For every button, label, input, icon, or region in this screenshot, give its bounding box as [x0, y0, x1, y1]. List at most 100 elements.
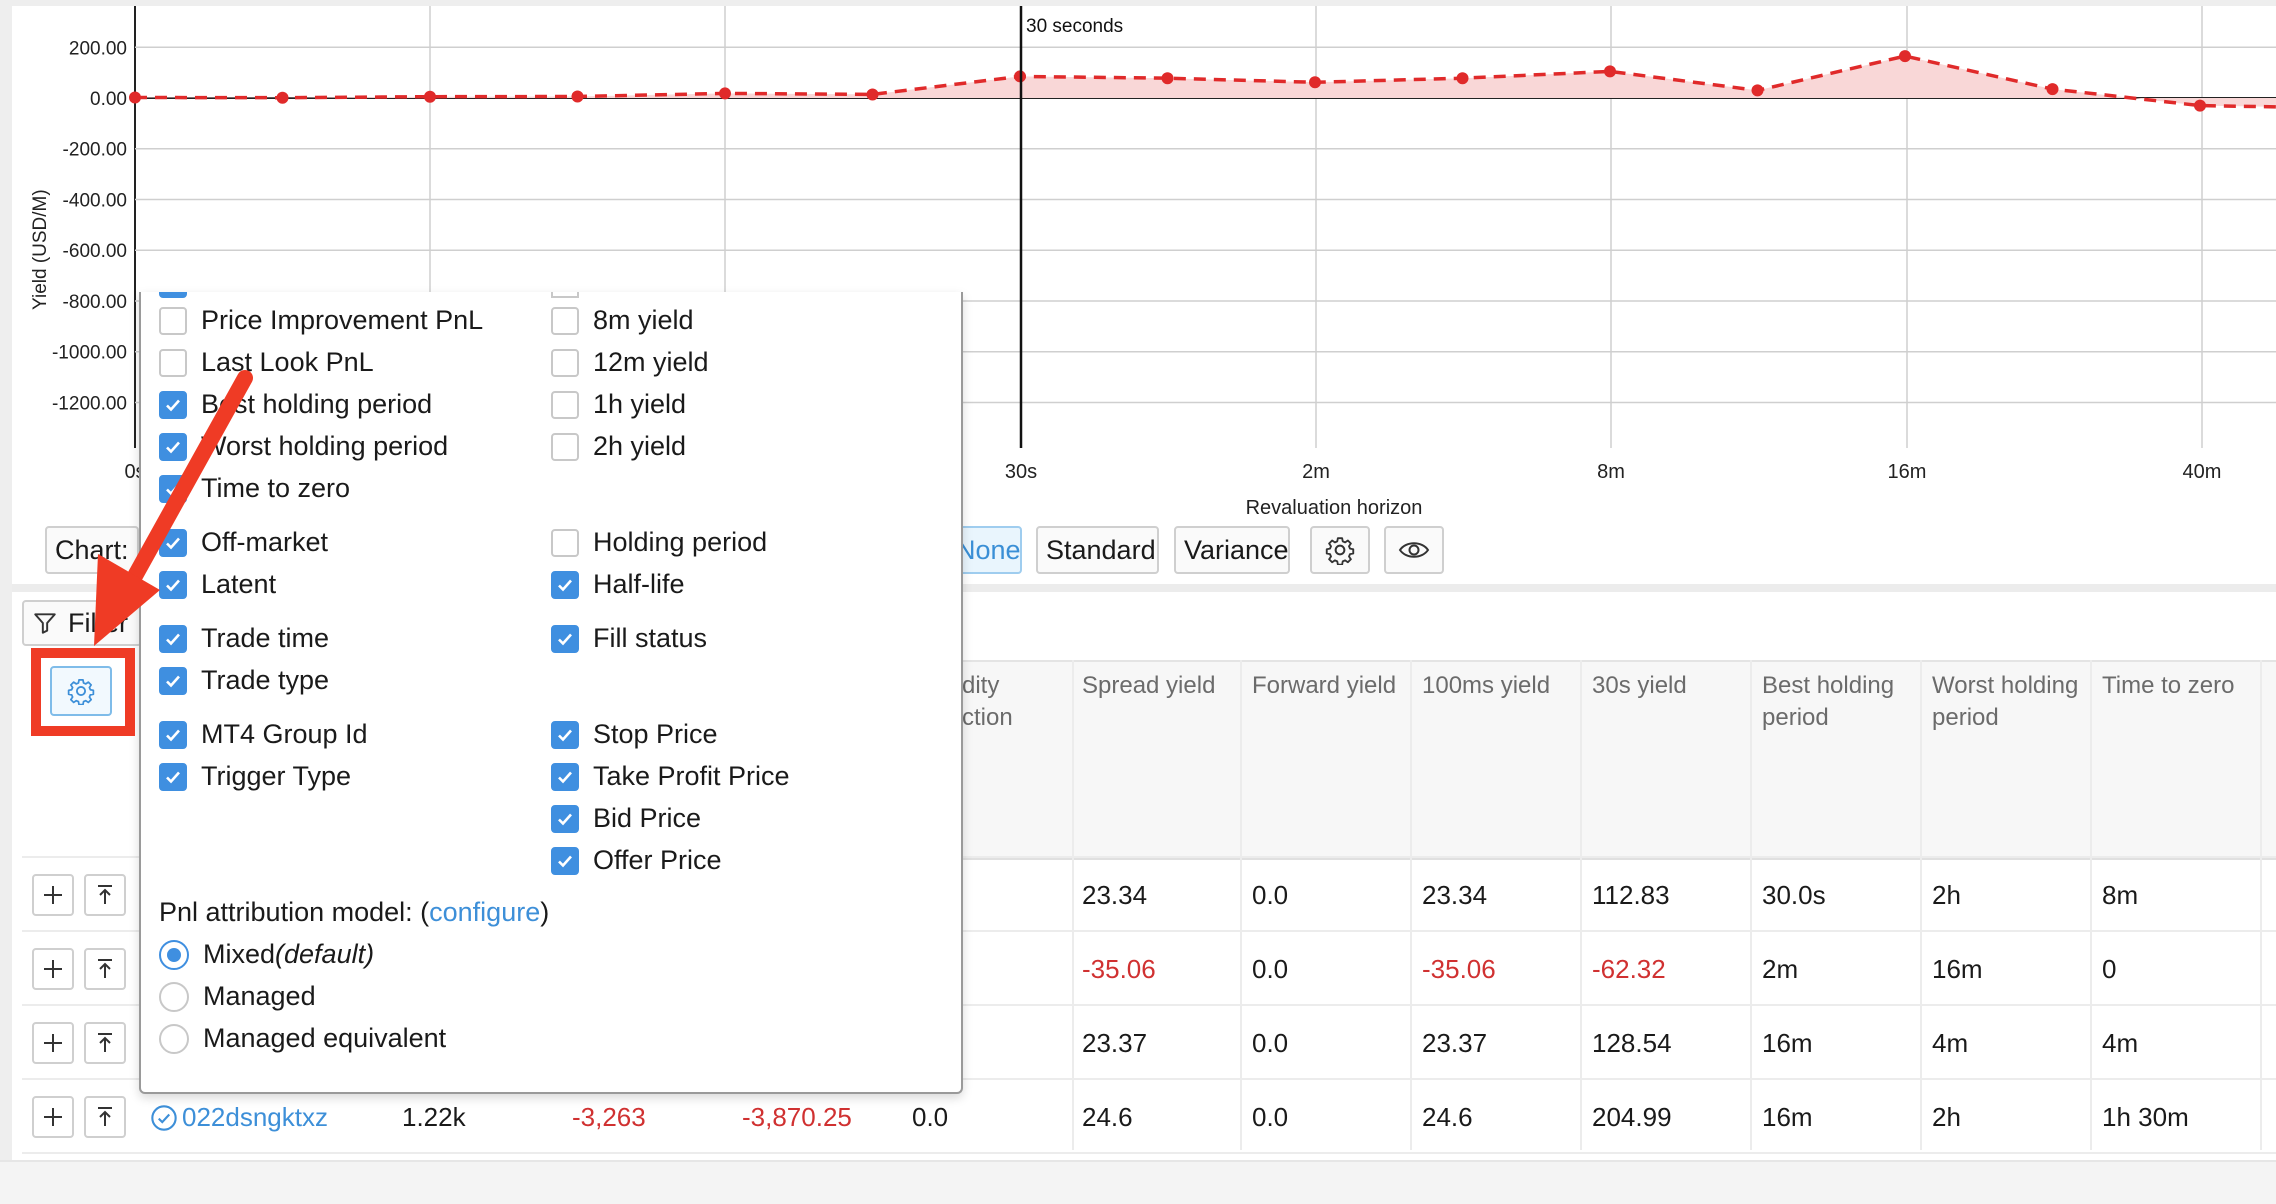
chart-settings-button[interactable]: [1310, 526, 1370, 574]
checkbox[interactable]: [159, 666, 187, 695]
option-last-look-pnl[interactable]: Last Look PnL: [159, 347, 374, 378]
expand-row-button[interactable]: [32, 874, 74, 916]
radio-mixed[interactable]: Mixed (default): [159, 939, 374, 970]
expand-row-button[interactable]: [32, 1022, 74, 1064]
option-half-life[interactable]: Half-life: [551, 569, 685, 600]
series-area: [135, 56, 2276, 107]
option-label: 12m yield: [593, 347, 709, 377]
none-label: None: [956, 534, 1021, 565]
pin-top-button[interactable]: [84, 948, 126, 990]
column-header-100ms-yield[interactable]: 100ms yield: [1422, 672, 1551, 699]
checkbox[interactable]: [159, 570, 187, 599]
option-price-improvement-pnl[interactable]: Price Improvement PnL: [159, 305, 483, 336]
cell-best-holding: 16m: [1762, 1102, 1813, 1132]
cell-time-to-zero: 4m: [2102, 1028, 2139, 1058]
checkbox[interactable]: [159, 306, 187, 335]
checkbox[interactable]: [551, 624, 579, 653]
option-trade-type[interactable]: Trade type: [159, 665, 329, 696]
option-latent[interactable]: Latent: [159, 569, 276, 600]
checkbox[interactable]: [551, 348, 579, 377]
checkbox[interactable]: [551, 570, 579, 599]
radio-suffix: (default): [275, 939, 375, 969]
column-header-30s-yield[interactable]: 30s yield: [1592, 672, 1687, 699]
radio-managed[interactable]: Managed: [159, 981, 316, 1012]
visibility-button[interactable]: [1384, 526, 1444, 574]
column-header-spread-yield[interactable]: Spread yield: [1082, 672, 1216, 699]
option-1h-yield[interactable]: 1h yield: [551, 389, 686, 420]
variance-button[interactable]: Variance: [1174, 526, 1290, 574]
cell-30s-yield: -62.32: [1592, 954, 1666, 984]
checkbox[interactable]: [159, 390, 187, 419]
radio-button[interactable]: [159, 1023, 189, 1054]
pin-top-button[interactable]: [84, 874, 126, 916]
option-12m-yield[interactable]: 12m yield: [551, 347, 709, 378]
checkbox[interactable]: [551, 306, 579, 335]
expand-row-button[interactable]: [32, 1096, 74, 1138]
column-header-best-holding-period[interactable]: Best holding period: [1762, 672, 1895, 731]
series-points: [129, 50, 2206, 112]
option-trigger-type[interactable]: Trigger Type: [159, 761, 351, 792]
option-take-profit-price[interactable]: Take Profit Price: [551, 761, 790, 792]
checkbox[interactable]: [159, 720, 187, 749]
option-off-market[interactable]: Off-market: [159, 527, 328, 558]
radio-managed-equivalent[interactable]: Managed equivalent: [159, 1023, 446, 1054]
expand-row-button[interactable]: [32, 948, 74, 990]
checkbox[interactable]: [551, 762, 579, 791]
column-header-liquidity-reduction[interactable]: dity ction: [962, 672, 1013, 731]
checkbox[interactable]: [551, 804, 579, 833]
checkmark-icon: [558, 729, 572, 741]
y-tick-label: -200.00: [63, 140, 127, 161]
column-header-time-to-zero[interactable]: Time to zero: [2102, 672, 2235, 699]
trade-id-link[interactable]: 022dsngktxz: [150, 1102, 328, 1133]
column-separator: [1750, 660, 1752, 1150]
checkbox[interactable]: [551, 432, 579, 461]
checkbox[interactable]: [551, 846, 579, 875]
option-bid-price[interactable]: Bid Price: [551, 803, 701, 834]
arrow-to-top-icon: [98, 1107, 112, 1126]
standard-button[interactable]: Standard: [1036, 526, 1159, 574]
pin-top-button[interactable]: [84, 1022, 126, 1064]
cell-30s-yield: 128.54: [1592, 1028, 1672, 1058]
marker-label: 30 seconds: [1026, 16, 1123, 37]
checkbox[interactable]: [159, 624, 187, 653]
option-trade-time[interactable]: Trade time: [159, 623, 329, 654]
y-tick-label: -600.00: [63, 241, 127, 262]
cell-forward-yield: 0.0: [1252, 1102, 1289, 1132]
option-mt4-group-id[interactable]: MT4 Group Id: [159, 719, 368, 750]
configure-link[interactable]: configure: [429, 897, 541, 927]
panel-divider: [12, 584, 2276, 592]
checkbox[interactable]: [159, 432, 187, 461]
chart-label: Chart:: [55, 534, 129, 565]
checkmark-icon: [558, 813, 572, 825]
y-tick-label: -800.00: [63, 292, 127, 313]
radio-button[interactable]: [159, 939, 189, 970]
row-divider: [22, 1078, 2276, 1080]
option-fill-status[interactable]: Fill status: [551, 623, 707, 654]
radio-button[interactable]: [159, 981, 189, 1012]
chart-select-button[interactable]: Chart:: [45, 526, 139, 574]
checkbox[interactable]: [551, 528, 579, 557]
y-tick-label: -400.00: [63, 190, 127, 211]
y-axis-ticks: 200.00 0.00 -200.00 -400.00 -600.00 -800.00 -1…: [52, 38, 127, 414]
cell-worst-holding: 2h: [1932, 880, 1961, 910]
option-offer-price[interactable]: Offer Price: [551, 845, 722, 876]
y-tick-label: 200.00: [69, 38, 127, 59]
option-holding-period[interactable]: Holding period: [551, 527, 767, 558]
eye-icon: [1398, 542, 1430, 558]
option-2h-yield[interactable]: 2h yield: [551, 431, 686, 462]
option-label: Off-market: [201, 527, 329, 557]
column-header-forward-yield[interactable]: Forward yield: [1252, 672, 1397, 699]
column-header-worst-holding-period[interactable]: Worst holding period: [1932, 672, 2079, 731]
standard-label: Standard: [1046, 534, 1156, 565]
checkbox[interactable]: [159, 348, 187, 377]
data-point: [866, 88, 879, 101]
cell-time-to-zero: 8m: [2102, 880, 2139, 910]
checkbox[interactable]: [159, 762, 187, 791]
checkbox[interactable]: [551, 720, 579, 749]
option-8m-yield[interactable]: 8m yield: [551, 305, 694, 336]
option-worst-holding-period[interactable]: Worst holding period: [159, 431, 448, 462]
checkbox[interactable]: [551, 390, 579, 419]
option-stop-price[interactable]: Stop Price: [551, 719, 718, 750]
pin-top-button[interactable]: [84, 1096, 126, 1138]
column-settings-button[interactable]: [50, 666, 112, 716]
